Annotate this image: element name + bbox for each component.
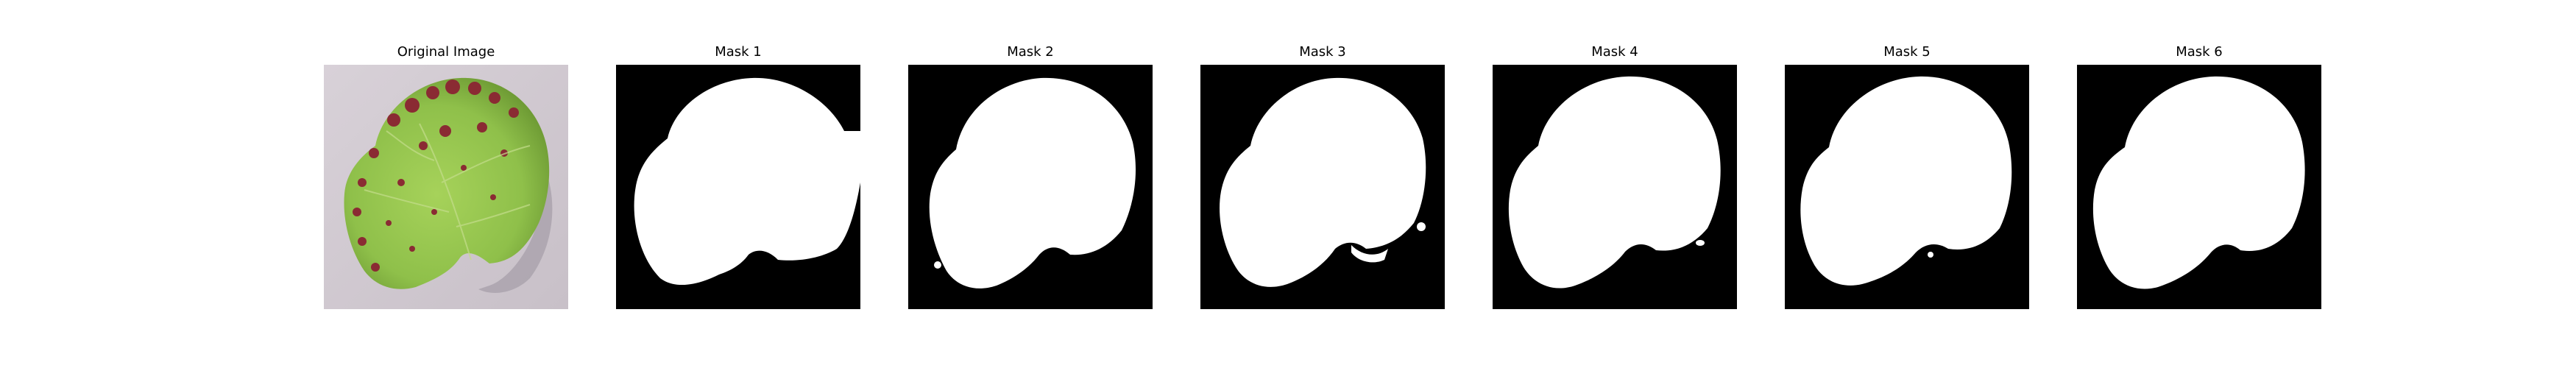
mask-image (2077, 65, 2321, 309)
panel-title: Mask 1 (715, 44, 762, 60)
panel-title: Mask 4 (1591, 44, 1638, 60)
mask-image (908, 65, 1153, 309)
panel-title: Mask 5 (1883, 44, 1931, 60)
panel-mask-2: Mask 2 (908, 0, 1153, 368)
panel-mask-6: Mask 6 (2077, 0, 2321, 368)
panel-title: Original Image (397, 44, 495, 60)
mask-image (616, 65, 860, 309)
panel-mask-3: Mask 3 (1200, 0, 1445, 368)
mask-image (1493, 65, 1737, 309)
panel-mask-5: Mask 5 (1785, 0, 2029, 368)
panel-title: Mask 3 (1299, 44, 1346, 60)
mask-image (1785, 65, 2029, 309)
panel-title: Mask 6 (2176, 44, 2223, 60)
panel-mask-1: Mask 1 (616, 0, 860, 368)
panel-title: Mask 2 (1007, 44, 1054, 60)
original-leaf-photo (324, 65, 568, 309)
panel-mask-4: Mask 4 (1493, 0, 1737, 368)
mask-image (1200, 65, 1445, 309)
panel-original-image: Original Image (324, 0, 568, 368)
